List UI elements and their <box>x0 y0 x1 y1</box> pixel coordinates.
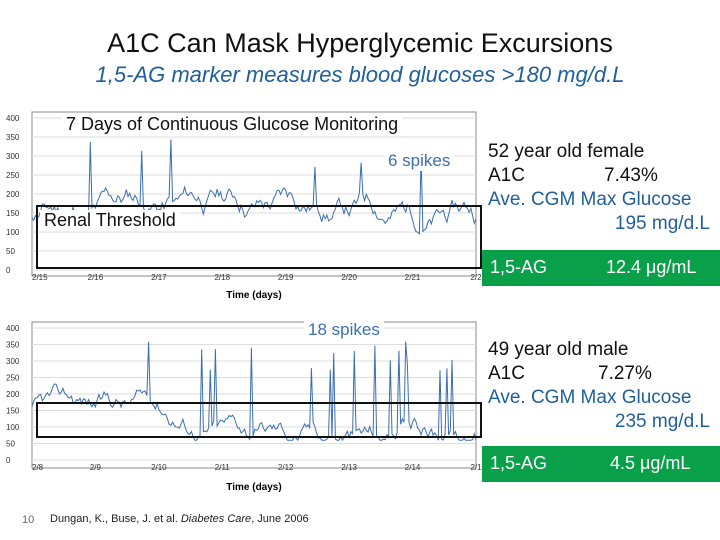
slide-title: A1C Can Mask Hyperglycemic Excursions <box>107 28 613 58</box>
y-tick-label: 250 <box>6 374 20 383</box>
y-tick-label: 400 <box>6 324 20 333</box>
x-tick-label: 2/21 <box>405 273 421 282</box>
patient2-ag-box: 1,5-AG 4.5 μg/mL <box>482 446 720 482</box>
patient1-a1c-value: 7.43% <box>604 165 658 186</box>
y-tick-label: 400 <box>6 114 20 123</box>
y-tick-label: 150 <box>6 407 20 416</box>
patient1-ag-value: 12.4 μg/mL <box>606 257 697 277</box>
x-tick-label: 2/2 <box>470 273 482 282</box>
y-tick-label: 50 <box>6 440 15 449</box>
renal-threshold-box-1 <box>36 205 482 269</box>
x-tick-label: 2/8 <box>32 463 44 472</box>
patient2-ag-label: 1,5-AG <box>490 453 548 473</box>
y-tick-label: 200 <box>6 390 20 399</box>
chart1-x-label: Time (days) <box>226 290 281 301</box>
x-tick-label: 2/20 <box>341 273 357 282</box>
y-tick-label: 50 <box>6 247 15 256</box>
citation-date: , June 2006 <box>251 513 309 525</box>
citation: Dungan, K., Buse, J. et al. Diabetes Car… <box>50 513 309 525</box>
cgm-chart-2: 400 350 300 250 200 150 100 50 0 2/8 2/9 2/10 2/11 2… <box>4 318 482 494</box>
cgm-chart-2-svg: 400 350 300 250 200 150 100 50 0 2/8 2/9 2/10 2/11 2… <box>6 321 482 493</box>
y-tick-label: 350 <box>6 341 20 350</box>
patient2-ag-value: 4.5 μg/mL <box>610 453 691 473</box>
y-tick-label: 150 <box>6 209 20 218</box>
x-tick-label: 2/10 <box>151 463 167 472</box>
slide-subtitle: 1,5-AG marker measures blood glucoses >1… <box>95 62 625 87</box>
y-tick-label: 0 <box>6 266 11 275</box>
y-tick-label: 250 <box>6 171 20 180</box>
y-tick-label: 100 <box>6 228 20 237</box>
y-tick-label: 350 <box>6 133 20 142</box>
citation-journal: Diabetes Care <box>180 513 252 525</box>
x-tick-label: 2/1 <box>470 463 482 472</box>
patient2-cgm-value: 235 mg/d.L <box>614 411 710 432</box>
chart2-spikes-label: 18 spikes <box>304 320 384 340</box>
patient1-desc: 52 year old female <box>488 141 645 162</box>
x-tick-label: 2/12 <box>278 463 294 472</box>
x-tick-label: 2/13 <box>341 463 357 472</box>
y-tick-label: 0 <box>6 456 11 465</box>
patient1-ag-label: 1,5-AG <box>490 257 548 277</box>
patient2-cgm-label: Ave. CGM Max Glucose <box>488 387 692 408</box>
x-tick-label: 2/17 <box>151 273 167 282</box>
slide-number: 10 <box>22 514 35 526</box>
renal-threshold-label: Renal Threshold <box>40 210 180 231</box>
x-tick-label: 2/9 <box>90 463 102 472</box>
x-tick-label: 2/19 <box>278 273 294 282</box>
y-tick-label: 100 <box>6 423 20 432</box>
x-tick-label: 2/15 <box>32 273 48 282</box>
chart2-x-label: Time (days) <box>226 482 281 493</box>
patient1-ag-box: 1,5-AG 12.4 μg/mL <box>482 250 720 286</box>
x-tick-label: 2/14 <box>405 463 421 472</box>
patient2-a1c-label: A1C <box>488 363 525 384</box>
chart1-caption: 7 Days of Continuous Glucose Monitoring <box>62 114 403 135</box>
patient1-info: 52 year old female A1C 7.43% Ave. CGM Ma… <box>488 140 714 236</box>
chart1-spikes-label: 6 spikes <box>384 151 455 171</box>
y-tick-label: 300 <box>6 152 20 161</box>
citation-authors: Dungan, K., Buse, J. et al. <box>50 513 181 525</box>
patient1-cgm-value: 195 mg/d.L <box>614 213 710 234</box>
renal-threshold-box-2 <box>36 402 482 438</box>
patient1-a1c-label: A1C <box>488 165 525 186</box>
x-tick-label: 2/11 <box>215 463 231 472</box>
x-tick-label: 2/18 <box>214 273 230 282</box>
patient2-a1c-value: 7.27% <box>598 363 652 384</box>
patient1-cgm-label: Ave. CGM Max Glucose <box>488 189 692 210</box>
patient2-info: 49 year old male A1C 7.27% Ave. CGM Max … <box>488 338 714 434</box>
y-tick-label: 300 <box>6 357 20 366</box>
x-tick-label: 2/16 <box>88 273 104 282</box>
patient2-desc: 49 year old male <box>488 339 629 360</box>
y-tick-label: 200 <box>6 190 20 199</box>
